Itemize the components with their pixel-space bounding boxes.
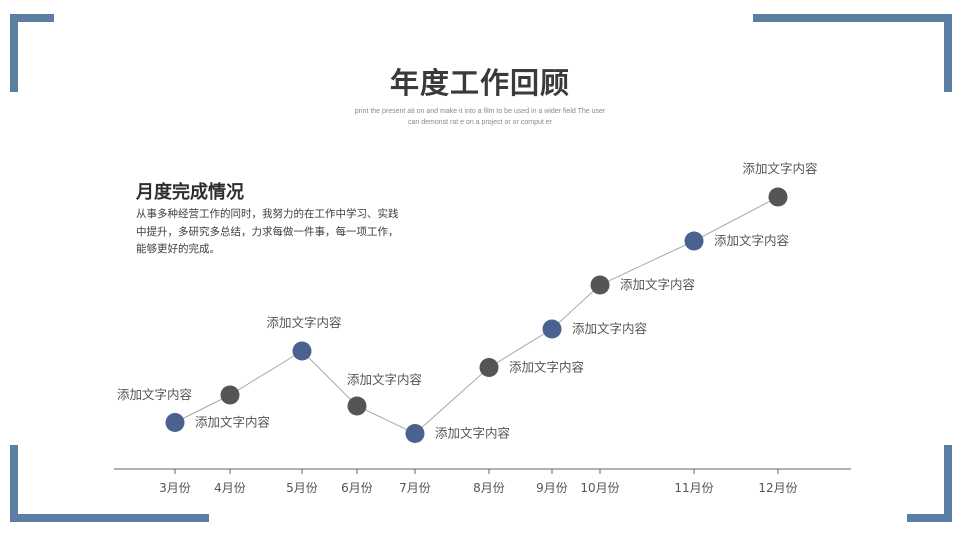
x-tick-label: 7月份	[399, 481, 431, 495]
data-label: 添加文字内容	[195, 415, 270, 430]
data-point	[542, 319, 562, 339]
frame-top-right-horizontal	[753, 14, 952, 22]
data-label: 添加文字内容	[714, 233, 789, 248]
data-label: 添加文字内容	[572, 321, 647, 336]
frame-bottom-left-vertical	[10, 445, 18, 522]
frame-bottom-right-vertical	[944, 445, 952, 522]
data-point	[347, 396, 367, 416]
page-subtitle: print the present ati on and make it int…	[310, 106, 650, 128]
data-label: 添加文字内容	[742, 161, 817, 176]
subtitle-line-1: print the present ati on and make it int…	[354, 108, 606, 115]
section-body-line-3: 能够更好的完成。	[136, 243, 220, 255]
data-point	[220, 385, 240, 405]
subtitle-line-2: can demonst rat e on a project or or com…	[408, 119, 552, 126]
x-tick-label: 6月份	[341, 481, 373, 495]
section-body-line-2: 中提升，多研究多总结，力求每做一件事，每一项工作，	[136, 225, 399, 238]
frame-top-left-horizontal	[10, 14, 54, 22]
data-point	[165, 413, 185, 432]
x-tick-label: 4月份	[214, 481, 246, 495]
frame-bottom-right-horizontal	[907, 514, 952, 522]
frame-top-left-vertical	[10, 14, 18, 92]
data-label: 添加文字内容	[435, 426, 510, 441]
data-label: 添加文字内容	[347, 372, 422, 387]
data-point	[479, 358, 499, 377]
data-label: 添加文字内容	[620, 277, 695, 292]
x-tick-label: 11月份	[674, 481, 713, 495]
x-tick-label: 9月份	[536, 481, 568, 495]
x-tick-label: 5月份	[286, 481, 318, 495]
data-point	[292, 341, 312, 361]
data-label: 添加文字内容	[266, 315, 341, 330]
series-line	[174, 196, 779, 435]
x-tick-label: 3月份	[159, 481, 191, 495]
section-body: 从事多种经营工作的同时，我努力的在工作中学习、实践 中提升，多研究多总结，力求每…	[136, 206, 426, 259]
data-point	[684, 231, 704, 251]
x-tick-label: 8月份	[473, 481, 505, 495]
page-title: 年度工作回顾	[389, 66, 570, 100]
section-title: 月度完成情况	[136, 182, 244, 203]
section-body-line-1: 从事多种经营工作的同时，我努力的在工作中学习、实践	[136, 208, 399, 220]
data-label: 添加文字内容	[117, 387, 192, 402]
x-tick-label: 10月份	[580, 481, 619, 495]
data-point	[768, 187, 788, 207]
x-tick-label: 12月份	[758, 481, 797, 495]
frame-bottom-left-horizontal	[10, 514, 209, 522]
data-point	[405, 424, 425, 443]
data-point	[590, 275, 610, 295]
frame-top-right-vertical	[944, 14, 952, 92]
data-label: 添加文字内容	[509, 360, 584, 375]
